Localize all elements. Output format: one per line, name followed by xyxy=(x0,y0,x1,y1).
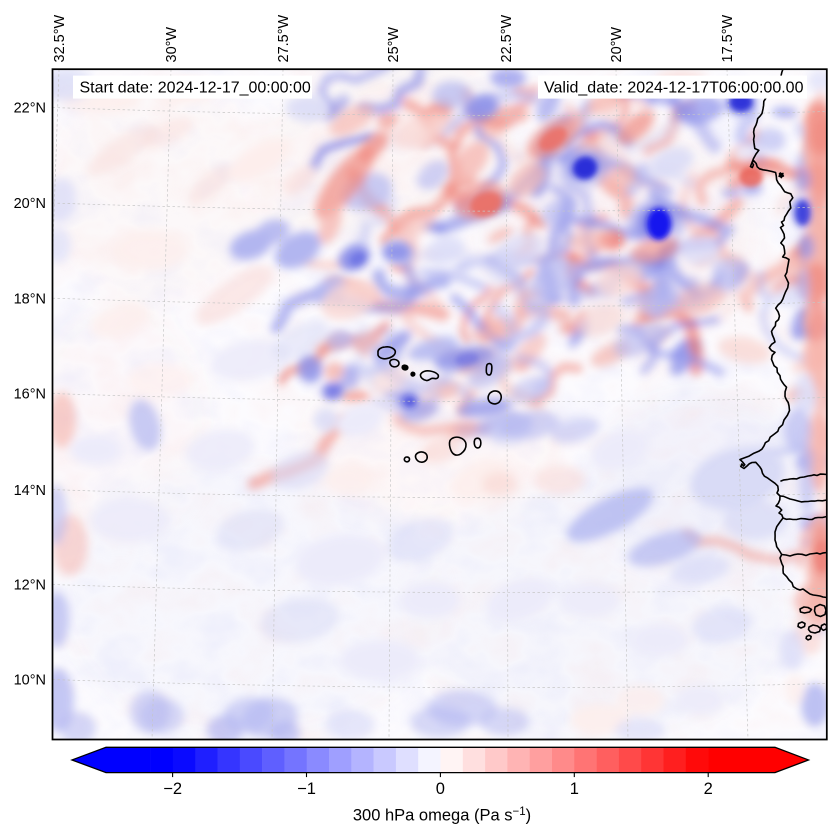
svg-text:14°N: 14°N xyxy=(14,483,46,499)
svg-text:30°W: 30°W xyxy=(164,27,180,63)
svg-text:12°N: 12°N xyxy=(14,578,46,594)
svg-text:32.5°W: 32.5°W xyxy=(52,14,68,62)
svg-text:300 hPa omega (Pa s−1): 300 hPa omega (Pa s−1) xyxy=(353,806,531,825)
svg-text:10°N: 10°N xyxy=(14,673,46,689)
svg-text:18°N: 18°N xyxy=(14,291,46,307)
svg-text:−1: −1 xyxy=(297,780,316,798)
svg-text:22.5°W: 22.5°W xyxy=(499,14,515,62)
svg-text:25°W: 25°W xyxy=(386,27,402,63)
svg-text:1: 1 xyxy=(570,780,579,798)
svg-text:16°N: 16°N xyxy=(14,387,46,403)
svg-text:−2: −2 xyxy=(163,780,182,798)
svg-text:0: 0 xyxy=(436,780,445,798)
svg-text:20°W: 20°W xyxy=(609,27,625,63)
svg-text:17.5°W: 17.5°W xyxy=(720,14,736,62)
svg-text:Valid_date: 2024-12-17T06:00:0: Valid_date: 2024-12-17T06:00:00.00 xyxy=(544,79,804,96)
svg-text:27.5°W: 27.5°W xyxy=(276,14,292,62)
svg-text:2: 2 xyxy=(704,780,713,798)
svg-text:Start date: 2024-12-17_00:00:0: Start date: 2024-12-17_00:00:00 xyxy=(80,79,311,96)
svg-text:20°N: 20°N xyxy=(14,196,46,212)
svg-text:22°N: 22°N xyxy=(14,101,46,117)
